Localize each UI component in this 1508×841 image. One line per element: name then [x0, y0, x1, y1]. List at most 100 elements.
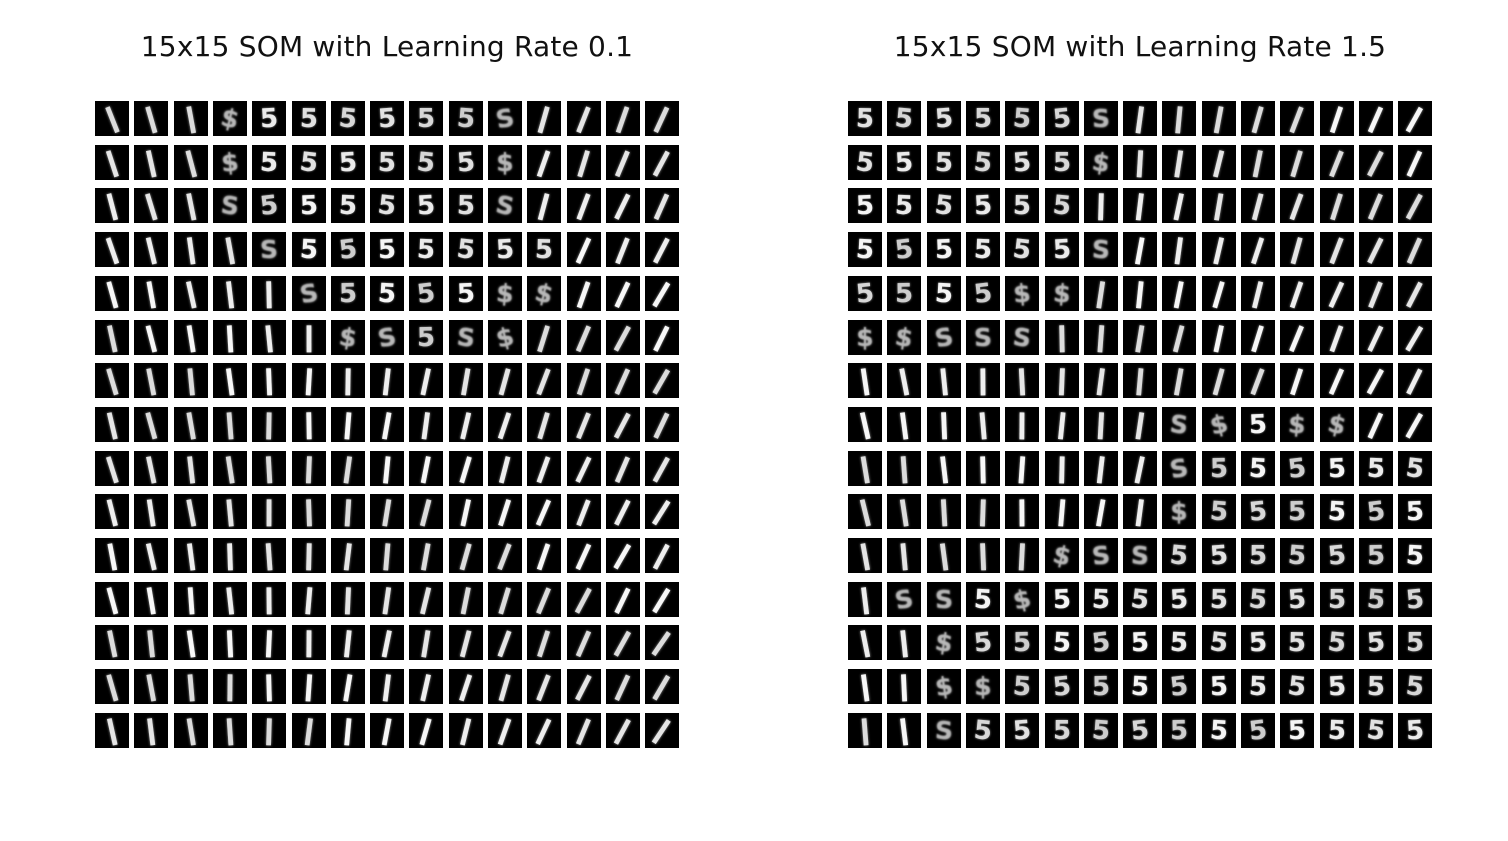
prototype-digit-1: | — [213, 232, 247, 267]
prototype-blend: S — [488, 188, 522, 223]
prototype-digit-1: | — [1005, 494, 1039, 529]
prototype-digit-1: | — [645, 232, 679, 267]
prototype-digit-1: | — [887, 407, 921, 442]
digit-1-glyph: | — [1324, 101, 1350, 136]
digit-5-glyph: 5 — [1091, 671, 1111, 702]
digit-1-glyph: | — [1323, 145, 1351, 180]
digit-1-glyph: | — [1324, 188, 1350, 223]
digit-1-glyph: | — [1361, 145, 1391, 180]
digit-1-glyph: | — [609, 232, 637, 267]
prototype-digit-5: 5 — [1202, 451, 1236, 486]
digit-1-glyph: | — [1324, 320, 1350, 355]
prototype-digit-1: | — [213, 451, 247, 486]
digit-5-glyph: 5 — [1405, 627, 1425, 658]
prototype-digit-5: 5 — [1005, 713, 1039, 748]
prototype-digit-1: | — [252, 669, 286, 704]
digit-5-glyph: 5 — [1011, 102, 1033, 135]
prototype-digit-5: 5 — [252, 101, 286, 136]
prototype-digit-5: 5 — [1123, 713, 1157, 748]
digit-1-glyph: | — [530, 494, 558, 529]
prototype-digit-5: 5 — [1162, 713, 1196, 748]
digit-5-glyph: 5 — [377, 278, 397, 309]
prototype-digit-1: | — [134, 232, 168, 267]
prototype-digit-5: 5 — [252, 188, 286, 223]
prototype-digit-1: | — [1084, 363, 1118, 398]
prototype-blend: S — [370, 320, 404, 355]
prototype-blend: S — [1084, 101, 1118, 136]
prototype-digit-1: | — [174, 320, 208, 355]
prototype-digit-5: 5 — [927, 232, 961, 267]
prototype-blend: S — [488, 101, 522, 136]
digit-5-glyph: 5 — [855, 234, 875, 265]
prototype-digit-5: 5 — [370, 232, 404, 267]
prototype-digit-1: | — [134, 713, 168, 748]
digit-1-glyph: | — [1207, 276, 1231, 311]
digit-1-glyph: | — [609, 188, 637, 223]
prototype-digit-1: | — [887, 713, 921, 748]
blended-digit-glyph: S — [1167, 452, 1191, 485]
prototype-blend: S — [966, 320, 1000, 355]
digit-1-glyph: | — [221, 670, 239, 703]
digit-1-glyph: | — [974, 452, 992, 485]
prototype-digit-5: 5 — [252, 145, 286, 180]
prototype-digit-1: | — [1359, 320, 1393, 355]
prototype-digit-1: | — [1202, 232, 1236, 267]
digit-1-glyph: | — [648, 188, 676, 223]
digit-1-glyph: | — [1129, 451, 1151, 486]
digit-1-glyph: | — [570, 320, 598, 355]
digit-5-glyph: 5 — [934, 278, 954, 309]
prototype-digit-1: | — [95, 669, 129, 704]
blended-digit-glyph: S — [1090, 540, 1112, 571]
prototype-digit-1: | — [134, 582, 168, 617]
digit-1-glyph: | — [1167, 320, 1191, 355]
prototype-digit-1: | — [1123, 145, 1157, 180]
digit-1-glyph: | — [1168, 276, 1190, 311]
digit-1-glyph: | — [571, 363, 597, 398]
digit-5-glyph: 5 — [377, 234, 397, 265]
prototype-digit-1: | — [252, 713, 286, 748]
prototype-digit-1: | — [1359, 145, 1393, 180]
digit-1-glyph: | — [608, 320, 638, 355]
digit-5-glyph: 5 — [855, 190, 875, 221]
digit-5-glyph: 5 — [933, 189, 955, 222]
prototype-digit-5: 5 — [1320, 494, 1354, 529]
prototype-digit-5: 5 — [1084, 713, 1118, 748]
digit-5-glyph: 5 — [1326, 539, 1348, 572]
digit-5-glyph: 5 — [1129, 714, 1151, 747]
digit-1-glyph: | — [530, 582, 558, 617]
digit-1-glyph: | — [1362, 276, 1390, 311]
digit-5-glyph: 5 — [1130, 671, 1150, 702]
prototype-digit-1: | — [95, 538, 129, 573]
prototype-digit-1: | — [1123, 232, 1157, 267]
prototype-digit-5: 5 — [370, 276, 404, 311]
prototype-digit-1: | — [1123, 451, 1157, 486]
digit-1-glyph: | — [1092, 321, 1110, 354]
digit-1-glyph: | — [1091, 452, 1111, 485]
digit-1-glyph: | — [1013, 452, 1031, 485]
prototype-digit-1: | — [252, 407, 286, 442]
digit-1-glyph: | — [493, 363, 517, 398]
digit-1-glyph: | — [98, 101, 126, 136]
prototype-digit-1: | — [488, 494, 522, 529]
digit-1-glyph: | — [1401, 363, 1429, 398]
prototype-digit-1: | — [527, 451, 561, 486]
prototype-digit-5: 5 — [370, 145, 404, 180]
digit-1-glyph: | — [974, 539, 992, 572]
digit-1-glyph: | — [1207, 363, 1231, 398]
prototype-digit-1: | — [213, 582, 247, 617]
prototype-digit-5: 5 — [927, 276, 961, 311]
digit-5-glyph: 5 — [1052, 584, 1072, 615]
digit-1-glyph: | — [973, 408, 993, 441]
digit-5-glyph: 5 — [1365, 626, 1387, 659]
digit-1-glyph: | — [260, 583, 278, 616]
prototype-blend: $ — [1202, 407, 1236, 442]
prototype-digit-5: 5 — [1280, 669, 1314, 704]
prototype-digit-1: | — [1241, 101, 1275, 136]
prototype-digit-5: 5 — [1084, 582, 1118, 617]
prototype-digit-1: | — [252, 276, 286, 311]
prototype-digit-1: | — [292, 669, 326, 704]
prototype-digit-5: 5 — [966, 232, 1000, 267]
prototype-digit-5: 5 — [1398, 713, 1432, 748]
digit-1-glyph: | — [853, 407, 877, 442]
digit-1-glyph: | — [221, 626, 239, 659]
